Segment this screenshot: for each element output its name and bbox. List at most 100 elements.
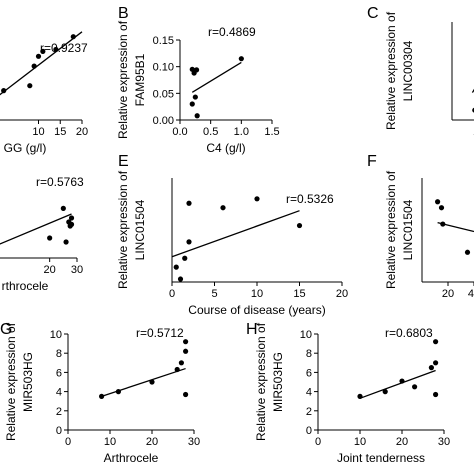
data-point bbox=[433, 339, 439, 345]
x-axis-label: C4 (g/l) bbox=[206, 141, 245, 155]
y-axis-label: Relative expression of bbox=[116, 170, 130, 289]
panel-h: 0 10 20 30 0 2 4 6 8 10 r=0.6803 H Joint tenderness R… bbox=[246, 321, 450, 465]
x-tick-label: 1 bbox=[473, 126, 474, 138]
x-tick-label: 20 bbox=[442, 288, 454, 300]
data-point bbox=[412, 384, 418, 390]
x-tick-label: 20 bbox=[76, 126, 88, 138]
y-tick-label: 8 bbox=[306, 348, 312, 360]
x-tick-label: 0.5 bbox=[203, 126, 218, 138]
correlation-label: r=0.5712 bbox=[136, 326, 184, 340]
y-tick-label: 4 bbox=[56, 387, 62, 399]
x-tick-label: 10 bbox=[251, 288, 263, 300]
y-axis-label: Relative expression of bbox=[384, 170, 398, 289]
x-tick-label: 5 bbox=[211, 288, 217, 300]
data-point bbox=[194, 113, 200, 119]
data-point bbox=[68, 215, 75, 221]
y-axis-label: Relative expression of bbox=[116, 20, 130, 139]
y-tick-label: 0.15 bbox=[153, 35, 174, 47]
y-axis-label: Relative expression of bbox=[254, 322, 268, 441]
regression-line bbox=[0, 213, 72, 245]
regression-line bbox=[101, 367, 186, 398]
x-axis-label: Joint tenderness bbox=[337, 451, 425, 465]
data-point bbox=[35, 53, 42, 59]
x-tick-label: 10 bbox=[104, 436, 116, 448]
panel-letter: B bbox=[118, 5, 129, 22]
data-point bbox=[174, 366, 180, 373]
y-tick-label: 0.00 bbox=[153, 115, 174, 127]
data-point bbox=[220, 205, 226, 211]
y-axis-label: LINC00304 bbox=[401, 40, 415, 101]
regression-line bbox=[359, 369, 436, 399]
y-tick-label: 0.10 bbox=[153, 62, 174, 74]
y-tick-label: 0 bbox=[306, 425, 312, 437]
x-tick-label: 1.5 bbox=[264, 126, 279, 138]
panel-d: 20 30 r=0.5763 rthrocele bbox=[0, 175, 84, 293]
x-tick-label: 30 bbox=[188, 436, 200, 448]
regression-line bbox=[0, 31, 83, 96]
data-point bbox=[186, 200, 192, 206]
y-tick-label: 0.05 bbox=[153, 88, 174, 100]
regression-line bbox=[191, 61, 242, 93]
panel-e: 0 5 10 15 20 r=0.5326 E Course of disease (year… bbox=[116, 153, 348, 317]
data-point bbox=[238, 56, 244, 62]
data-point bbox=[433, 360, 439, 366]
data-point bbox=[428, 365, 434, 371]
data-point bbox=[68, 221, 75, 227]
data-point bbox=[177, 276, 184, 282]
data-point bbox=[189, 101, 195, 107]
data-point bbox=[47, 235, 53, 241]
y-tick-label: 4 bbox=[306, 387, 312, 399]
x-tick-label: 30 bbox=[71, 264, 83, 276]
data-point bbox=[399, 378, 405, 384]
panel-letter: F bbox=[367, 153, 377, 170]
data-point bbox=[464, 249, 471, 255]
y-tick-label: 6 bbox=[56, 367, 62, 379]
y-axis-label: FAM95B1 bbox=[133, 53, 147, 106]
y-axis-label: LINC01504 bbox=[133, 199, 147, 260]
x-axis-label: Course of disease (years) bbox=[188, 303, 325, 317]
data-point bbox=[433, 391, 439, 398]
data-point bbox=[99, 393, 105, 399]
x-tick-label: 10 bbox=[354, 436, 366, 448]
y-axis-label: MIR503HG bbox=[21, 352, 35, 412]
correlation-label: r=0.5763 bbox=[36, 175, 84, 189]
x-tick-label: 0 bbox=[169, 288, 175, 300]
x-tick-label: 20 bbox=[44, 264, 56, 276]
data-point bbox=[53, 46, 59, 53]
regression-line bbox=[471, 88, 474, 93]
data-point bbox=[149, 379, 155, 385]
x-tick-label: 0 bbox=[315, 436, 321, 448]
y-axis-label: MIR503HG bbox=[271, 352, 285, 412]
data-point bbox=[183, 391, 189, 398]
panel-letter: E bbox=[118, 153, 129, 170]
x-tick-label: 20 bbox=[336, 288, 348, 300]
y-tick-label: 10 bbox=[50, 329, 62, 341]
panel-letter: G bbox=[0, 321, 12, 338]
data-point bbox=[115, 389, 121, 395]
data-point bbox=[192, 94, 198, 100]
x-tick-label: 0 bbox=[65, 436, 71, 448]
correlation-label: r=0.4869 bbox=[208, 25, 256, 39]
panel-b: 0.0 0.5 1.0 1.5 0.00 0.05 0.10 0.15 r=0.4869 B C4 … bbox=[116, 5, 280, 155]
y-tick-label: 0 bbox=[56, 425, 62, 437]
x-tick-label: 1.0 bbox=[234, 126, 249, 138]
panel-letter: H bbox=[246, 321, 258, 338]
x-axis-label: GG (g/l) bbox=[4, 141, 47, 155]
data-point bbox=[182, 255, 188, 261]
data-point bbox=[70, 34, 76, 40]
data-point bbox=[1, 88, 7, 94]
x-axis-label: rthrocele bbox=[2, 279, 49, 293]
y-axis-label: Relative expression of bbox=[384, 11, 398, 130]
data-point bbox=[186, 239, 192, 245]
data-point bbox=[27, 83, 33, 89]
panel-g: 0 10 20 30 0 2 4 6 8 10 r=0.5712 G Arthrocele Relativ… bbox=[0, 321, 200, 465]
data-point bbox=[435, 199, 441, 205]
y-axis-label: Relative expression of bbox=[4, 322, 18, 441]
x-axis-label: Arthrocele bbox=[104, 451, 159, 465]
data-point bbox=[382, 389, 388, 395]
x-tick-label: 40 bbox=[468, 288, 474, 300]
x-tick-label: 20 bbox=[396, 436, 408, 448]
